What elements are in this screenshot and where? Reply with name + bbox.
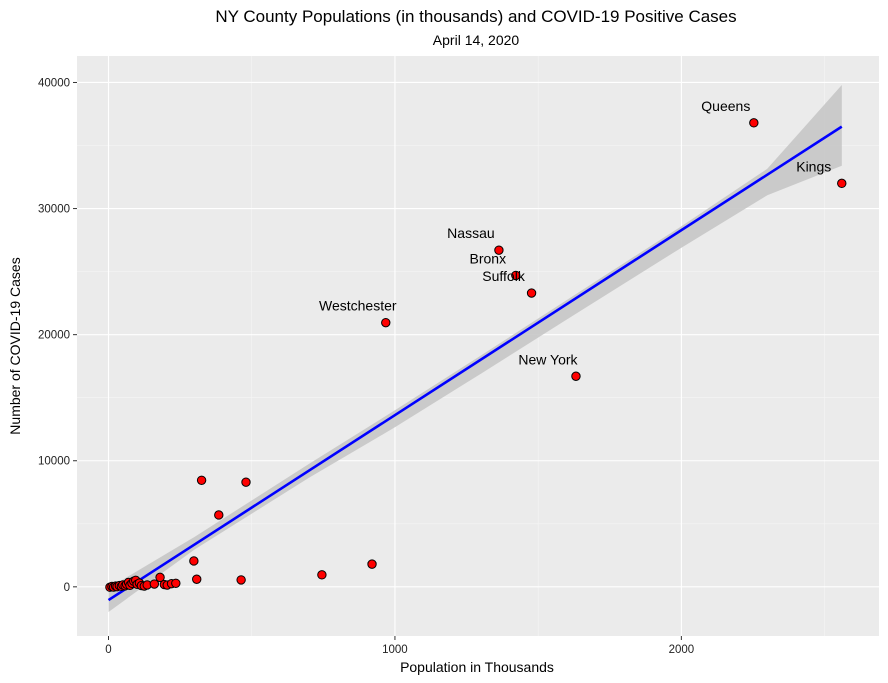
data-point — [749, 118, 759, 128]
point-label: Queens — [701, 98, 750, 114]
point-label: Bronx — [470, 250, 507, 266]
point-label: Kings — [796, 158, 831, 174]
data-point — [367, 559, 377, 569]
data-point — [571, 371, 581, 381]
y-tick-label: 30000 — [38, 204, 70, 216]
point-label: New York — [518, 351, 578, 367]
data-point — [511, 270, 521, 281]
data-point — [241, 477, 251, 487]
x-tick-label: 0 — [105, 644, 111, 656]
data-point — [837, 178, 847, 189]
y-axis-title: Number of COVID-19 Cases — [7, 257, 23, 434]
trend-line-layer — [107, 125, 843, 602]
data-point — [171, 578, 181, 588]
chart-subtitle: April 14, 2020 — [433, 32, 520, 48]
data-point — [236, 575, 246, 585]
data-point — [189, 556, 199, 566]
data-point — [381, 317, 391, 328]
data-point — [149, 579, 160, 589]
data-point — [494, 245, 504, 255]
x-tick-label: 1000 — [382, 644, 408, 656]
y-tick-label: 20000 — [38, 330, 70, 342]
trend-line — [107, 125, 843, 602]
point-label: Westchester — [319, 298, 397, 314]
chart-title: NY County Populations (in thousands) and… — [215, 7, 736, 26]
point-labels-layer: Westchester Nassau Bronx Suffolk New York Que… — [319, 98, 831, 367]
y-tick-label: 0 — [64, 582, 70, 594]
x-axis-title: Population in Thousands — [400, 659, 554, 675]
data-point — [196, 475, 207, 485]
data-point — [214, 510, 224, 520]
y-tick-label: 40000 — [38, 77, 70, 89]
data-point — [526, 288, 537, 298]
data-point — [192, 574, 202, 584]
data-point — [317, 570, 327, 580]
points-layer — [105, 118, 847, 592]
point-label: Suffolk — [482, 268, 526, 284]
point-label: Nassau — [447, 225, 494, 241]
plot-panel — [77, 56, 879, 636]
x-axis-ticks: 0 1000 2000 — [105, 636, 694, 656]
y-axis-ticks: 0 10000 20000 30000 40000 — [38, 77, 77, 594]
data-point — [155, 572, 165, 583]
y-tick-label: 10000 — [38, 456, 70, 468]
x-tick-label: 2000 — [669, 644, 695, 656]
